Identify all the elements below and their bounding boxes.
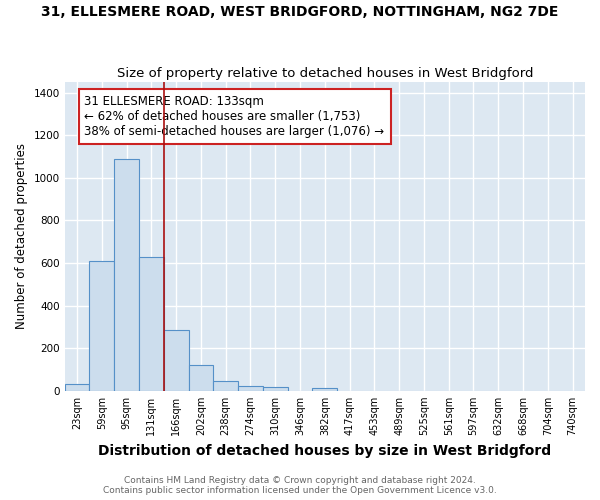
Text: Contains HM Land Registry data © Crown copyright and database right 2024.
Contai: Contains HM Land Registry data © Crown c… (103, 476, 497, 495)
Bar (89, 261, 114, 391)
Text: 31 ELLESMERE ROAD: 133sqm
← 62% of detached houses are smaller (1,753)
38% of se: 31 ELLESMERE ROAD: 133sqm ← 62% of detac… (85, 95, 385, 138)
Bar (65, 384, 89, 391)
X-axis label: Distribution of detached houses by size in West Bridgford: Distribution of detached houses by size … (98, 444, 551, 458)
Bar (164, 330, 188, 391)
Bar (188, 366, 214, 391)
Bar (214, 381, 238, 391)
Bar (238, 386, 263, 391)
Text: 31, ELLESMERE ROAD, WEST BRIDGFORD, NOTTINGHAM, NG2 7DE: 31, ELLESMERE ROAD, WEST BRIDGFORD, NOTT… (41, 5, 559, 19)
Bar (263, 386, 287, 391)
Title: Size of property relative to detached houses in West Bridgford: Size of property relative to detached ho… (116, 66, 533, 80)
Bar (313, 388, 337, 391)
Bar (114, 158, 139, 391)
Bar (139, 256, 164, 391)
Y-axis label: Number of detached properties: Number of detached properties (15, 144, 28, 330)
